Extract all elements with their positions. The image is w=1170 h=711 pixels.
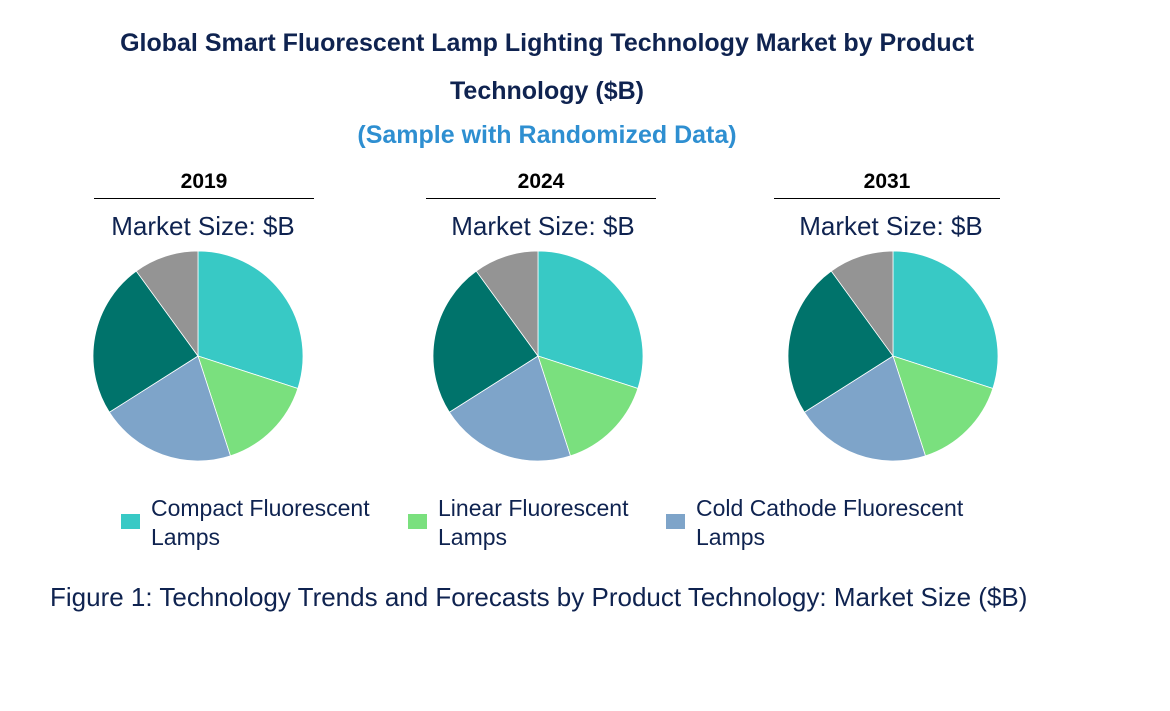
pie-chart-2024 — [432, 250, 644, 462]
legend-swatch-cold-cathode — [666, 514, 685, 529]
year-label-2019: 2019 — [94, 170, 314, 199]
year-label-2031: 2031 — [774, 170, 1000, 199]
legend-label-cold-cathode: Cold Cathode Fluorescent Lamps — [696, 494, 996, 552]
legend-label-linear: Linear Fluorescent Lamps — [438, 494, 738, 552]
legend-swatch-compact — [121, 514, 140, 529]
pie-slice-2031-cold-cathode — [803, 355, 926, 462]
figure-caption: Figure 1: Technology Trends and Forecast… — [50, 582, 1028, 612]
pie-chart-2031 — [787, 250, 999, 462]
pie-slice-2019-other-gray — [135, 250, 199, 358]
pie-slice-2024-compact — [537, 250, 644, 389]
legend-label-linear-line1: Linear Fluorescent — [438, 495, 629, 521]
legend-label-compact-line2: Lamps — [151, 524, 221, 550]
pie-slice-2031-other-gray — [830, 250, 894, 358]
pie-slice-2031-other-dark-teal — [787, 270, 894, 413]
pie-slice-2024-cold-cathode — [448, 355, 571, 462]
pie-slice-2024-other-dark-teal — [432, 270, 539, 413]
pie-slice-2031-linear — [892, 355, 994, 457]
market-size-label-2031: Market Size: $B — [799, 211, 983, 241]
chart-subtitle: (Sample with Randomized Data) — [357, 121, 737, 149]
legend-label-cold-cathode-line1: Cold Cathode Fluorescent — [696, 495, 964, 521]
pie-slice-2024-other-gray — [475, 250, 539, 358]
pie-slice-2019-linear — [197, 355, 299, 457]
pie-chart-2019 — [92, 250, 304, 462]
legend-label-cold-cathode-line2: Lamps — [696, 524, 766, 550]
pie-slice-2019-other-dark-teal — [92, 270, 199, 413]
legend-label-linear-line2: Lamps — [438, 524, 508, 550]
chart-title-line-2: Technology ($B) — [450, 77, 644, 105]
market-size-label-2024: Market Size: $B — [451, 211, 635, 241]
legend-swatch-linear — [408, 514, 427, 529]
legend-label-compact: Compact Fluorescent Lamps — [151, 494, 451, 552]
market-size-label-2019: Market Size: $B — [111, 211, 295, 241]
year-label-2024: 2024 — [426, 170, 656, 199]
pie-slice-2031-compact — [892, 250, 999, 389]
legend-label-compact-line1: Compact Fluorescent — [151, 495, 370, 521]
pie-slice-2019-cold-cathode — [108, 355, 231, 462]
pie-slice-2024-linear — [537, 355, 639, 457]
pie-slice-2019-compact — [197, 250, 304, 389]
chart-title-line-1: Global Smart Fluorescent Lamp Lighting T… — [120, 29, 974, 57]
